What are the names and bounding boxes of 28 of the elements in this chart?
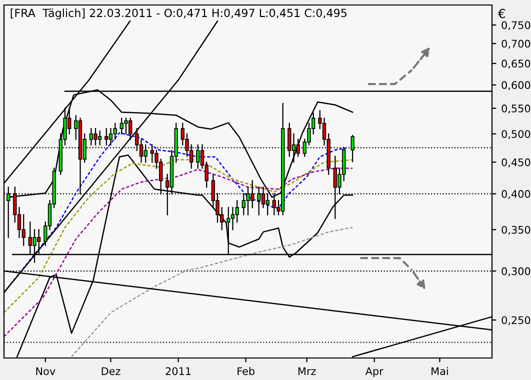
x-tick-label: Mrz: [298, 367, 316, 375]
line-series: [70, 226, 354, 358]
candlestick: [124, 118, 128, 134]
y-tick-label: 0,400: [502, 190, 530, 199]
candlestick: [113, 122, 117, 140]
chart-title: [FRA Täglich] 22.03.2011 - O:0,471 H:0,497 L:0,451 C:0,495: [10, 8, 346, 20]
x-tick-label: Dez: [102, 367, 120, 376]
candlestick: [235, 200, 239, 223]
y-tick-label: 0,250: [502, 316, 530, 326]
y-tick-label: 0,600: [502, 81, 530, 90]
x-tick-label: Mai: [432, 367, 448, 376]
y-tick-label: 0,700: [502, 40, 530, 49]
y-tick-label: 0,300: [502, 267, 530, 276]
x-tick-label: Apr: [365, 367, 384, 378]
x-tick-label: 2011: [166, 367, 191, 376]
candlestick: [230, 207, 235, 230]
y-tick-label: 0,500: [502, 130, 530, 140]
candlestick: [22, 214, 26, 246]
x-tick-label: Feb: [238, 367, 254, 376]
y-tick-label: 0,650: [502, 60, 530, 69]
y-axis-title: €: [498, 8, 505, 18]
y-tick-label: 0,350: [502, 226, 530, 235]
y-tick-label: 0,750: [502, 21, 530, 30]
y-tick-label: 0,450: [502, 158, 530, 168]
candlestick: [104, 128, 108, 146]
line-series: [4, 168, 354, 338]
y-tick-label: 0,550: [502, 104, 530, 114]
x-tick-label: Nov: [36, 367, 56, 376]
